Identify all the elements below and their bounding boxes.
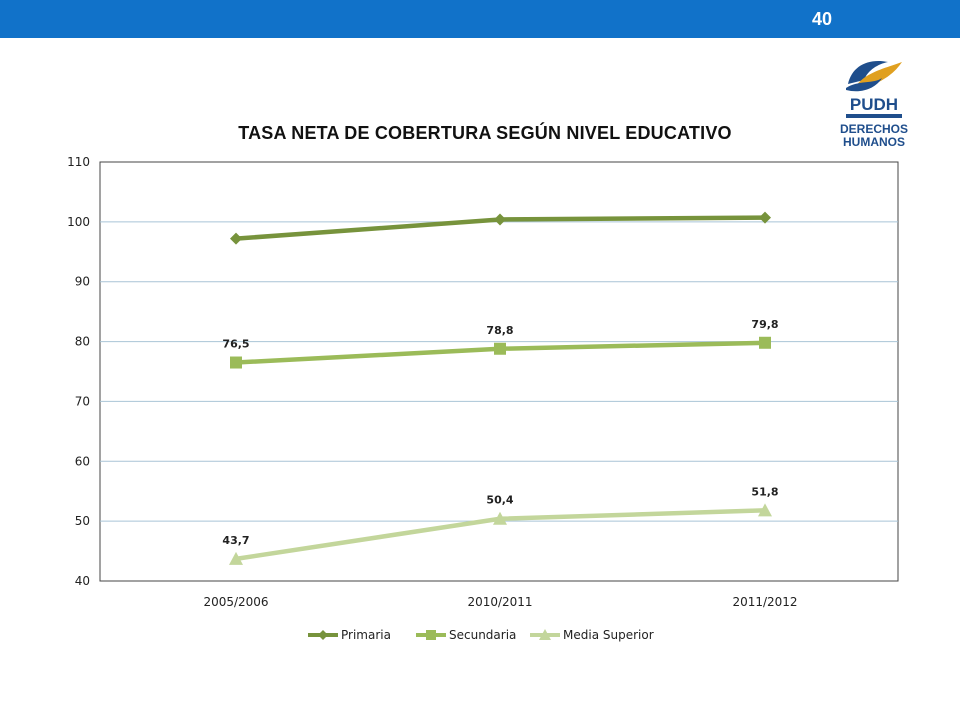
y-tick-label: 100	[67, 215, 90, 229]
x-tick-label: 2010/2011	[467, 595, 532, 609]
pudh-logo: PUDH DERECHOS HUMANOS	[840, 60, 908, 149]
logo-line1: DERECHOS	[840, 122, 908, 136]
data-label-media-superior: 51,8	[751, 485, 778, 498]
data-point-primaria	[759, 211, 771, 224]
plot-area	[99, 161, 899, 582]
header-bar	[0, 0, 960, 38]
chart-title: TASA NETA DE COBERTURA SEGÚN NIVEL EDUCA…	[238, 123, 732, 143]
data-point-secundaria	[759, 336, 771, 349]
data-label-media-superior: 43,7	[222, 534, 249, 547]
y-tick-label: 90	[75, 275, 90, 289]
page-number: 40	[811, 9, 832, 29]
legend-marker-primaria	[318, 630, 328, 640]
y-tick-label: 40	[75, 574, 90, 588]
legend-marker-media-superior	[539, 629, 551, 640]
data-point-primaria	[230, 232, 242, 245]
legend-label-primaria: Primaria	[341, 628, 391, 642]
x-tick-label: 2005/2006	[203, 595, 268, 609]
legend-marker-secundaria	[426, 630, 436, 640]
legend-label-media-superior: Media Superior	[563, 628, 654, 642]
y-tick-label: 60	[75, 454, 90, 468]
data-point-secundaria	[230, 356, 242, 369]
y-tick-label: 70	[75, 394, 90, 408]
y-tick-label: 80	[75, 335, 90, 349]
data-label-secundaria: 79,8	[751, 318, 778, 331]
logo-divider	[846, 114, 902, 118]
logo-line2: HUMANOS	[843, 135, 905, 149]
data-point-media-superior	[493, 511, 507, 525]
data-point-media-superior	[229, 551, 243, 565]
y-tick-label: 110	[67, 155, 90, 169]
data-label-media-superior: 50,4	[486, 494, 513, 507]
data-point-primaria	[494, 213, 506, 226]
x-tick-label: 2011/2012	[732, 595, 797, 609]
data-label-secundaria: 76,5	[222, 338, 249, 351]
y-tick-label: 50	[75, 514, 90, 528]
legend-label-secundaria: Secundaria	[449, 628, 516, 642]
data-point-media-superior	[758, 503, 772, 517]
data-label-secundaria: 78,8	[486, 324, 513, 337]
data-point-secundaria	[494, 342, 506, 355]
logo-acronym: PUDH	[850, 95, 898, 114]
dove-icon	[846, 60, 902, 92]
